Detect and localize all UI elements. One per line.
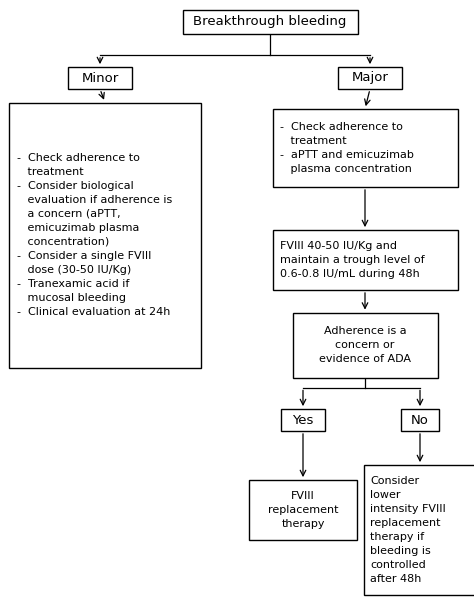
Text: -  Check adherence to
   treatment
-  Consider biological
   evaluation if adher: - Check adherence to treatment - Conside…: [17, 153, 172, 317]
Bar: [292, 313, 438, 377]
Bar: [273, 109, 457, 187]
Bar: [182, 10, 357, 34]
Bar: [364, 465, 474, 595]
Text: Major: Major: [352, 72, 388, 85]
Bar: [338, 67, 402, 89]
Text: FVIII 40-50 IU/Kg and
maintain a trough level of
0.6-0.8 IU/mL during 48h: FVIII 40-50 IU/Kg and maintain a trough …: [281, 241, 425, 279]
Text: No: No: [411, 413, 429, 427]
Text: FVIII
replacement
therapy: FVIII replacement therapy: [268, 491, 338, 529]
Text: -  Check adherence to
   treatment
-  aPTT and emicuzimab
   plasma concentratio: - Check adherence to treatment - aPTT an…: [281, 122, 414, 174]
Text: Yes: Yes: [292, 413, 314, 427]
Bar: [281, 409, 325, 431]
Bar: [401, 409, 439, 431]
Text: Minor: Minor: [82, 72, 118, 85]
Text: Consider
lower
intensity FVIII
replacement
therapy if
bleeding is
controlled
aft: Consider lower intensity FVIII replaceme…: [370, 476, 446, 584]
Text: Adherence is a
concern or
evidence of ADA: Adherence is a concern or evidence of AD…: [319, 326, 411, 364]
Bar: [249, 480, 357, 540]
Text: Breakthrough bleeding: Breakthrough bleeding: [193, 16, 346, 28]
Bar: [9, 103, 201, 367]
Bar: [68, 67, 132, 89]
Bar: [273, 230, 457, 290]
